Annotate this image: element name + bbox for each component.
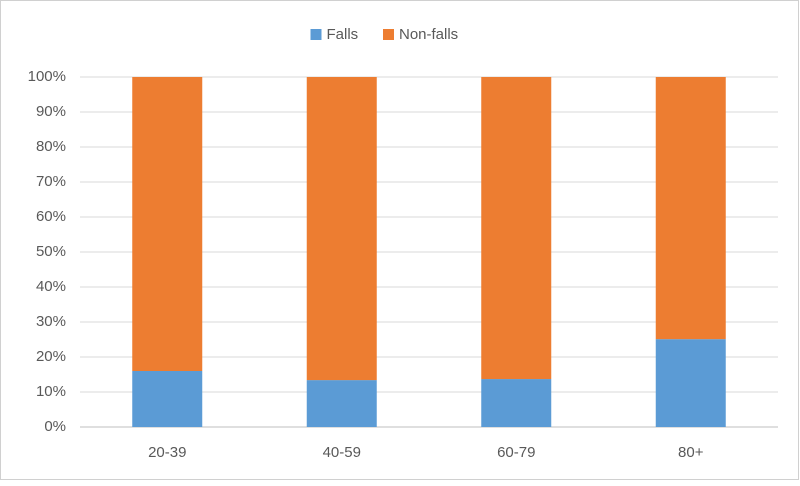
- y-tick-label: 100%: [28, 68, 66, 85]
- bar-segment: [655, 339, 726, 427]
- x-tick-label: 40-59: [323, 444, 361, 461]
- y-tick-label: 40%: [36, 278, 66, 295]
- bar-segment: [655, 77, 726, 340]
- y-tick-label: 0%: [44, 418, 66, 435]
- y-tick-label: 10%: [36, 383, 66, 400]
- bar-segment: [306, 380, 377, 427]
- y-tick-label: 60%: [36, 208, 66, 225]
- y-tick-label: 80%: [36, 138, 66, 155]
- x-tick-label: 80+: [678, 444, 704, 461]
- bar-segment: [306, 77, 377, 381]
- legend-label: Non-falls: [399, 26, 458, 43]
- y-tick-label: 70%: [36, 173, 66, 190]
- x-tick-label: 20-39: [148, 444, 186, 461]
- y-tick-label: 50%: [36, 243, 66, 260]
- legend-label: Falls: [327, 26, 359, 43]
- bar-segment: [481, 77, 552, 380]
- bar-segment: [481, 379, 552, 427]
- x-tick-label: 60-79: [497, 444, 535, 461]
- bar-segment: [132, 371, 203, 427]
- legend-swatch: [310, 29, 322, 40]
- y-tick-label: 20%: [36, 348, 66, 365]
- bar-segment: [132, 77, 203, 371]
- legend-swatch: [383, 29, 394, 40]
- y-tick-label: 90%: [36, 103, 66, 120]
- y-tick-label: 30%: [36, 313, 66, 330]
